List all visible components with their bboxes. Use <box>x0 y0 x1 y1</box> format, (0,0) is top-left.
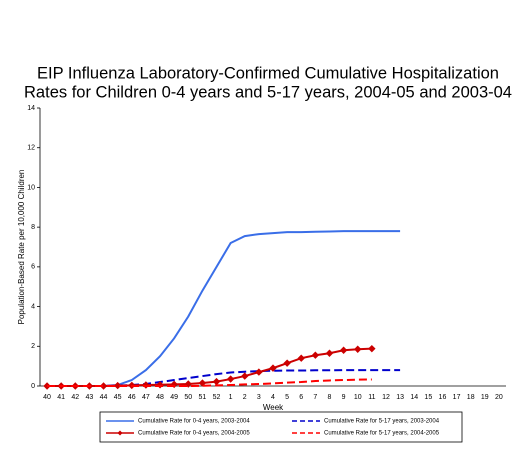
x-tick-label: 52 <box>213 394 221 401</box>
point-marker <box>354 345 362 353</box>
chart-title: Rates for Children 0-4 years and 5-17 ye… <box>24 83 512 101</box>
x-tick-label: 49 <box>170 394 178 401</box>
x-tick-label: 8 <box>328 394 332 401</box>
y-axis-label: Population-Based Rate per 10,000 Childre… <box>17 170 26 325</box>
x-tick-label: 7 <box>313 394 317 401</box>
y-tick-label: 12 <box>27 145 35 152</box>
series-line <box>47 230 401 387</box>
y-tick-label: 8 <box>31 224 35 231</box>
y-tick-label: 10 <box>27 184 35 191</box>
legend-label: Cumulative Rate for 5-17 years, 2003-200… <box>324 419 440 425</box>
y-tick-label: 6 <box>31 264 35 271</box>
point-marker <box>226 375 235 383</box>
x-tick-label: 42 <box>71 394 79 401</box>
point-marker <box>269 364 277 372</box>
x-tick-label: 13 <box>396 394 404 401</box>
x-tick-label: 9 <box>342 394 346 401</box>
y-tick-label: 0 <box>31 383 35 390</box>
x-tick-label: 46 <box>128 394 136 401</box>
point-marker <box>325 349 334 357</box>
y-tick-label: 14 <box>27 105 35 112</box>
point-marker <box>156 381 164 389</box>
point-marker <box>368 344 376 353</box>
point-marker <box>113 381 122 390</box>
x-tick-label: 2 <box>243 394 247 401</box>
x-tick-label: 43 <box>86 394 94 401</box>
legend-box <box>99 411 463 443</box>
x-tick-label: 51 <box>198 394 206 401</box>
chart-title: EIP Influenza Laboratory-Confirmed Cumul… <box>37 64 499 82</box>
series-line <box>47 369 401 387</box>
x-tick-label: 44 <box>100 394 108 401</box>
x-tick-label: 18 <box>467 394 475 401</box>
x-tick-label: 4 <box>271 394 275 401</box>
point-marker <box>311 351 320 359</box>
x-tick-label: 16 <box>439 394 447 401</box>
x-tick-label: 10 <box>354 394 362 401</box>
series-line <box>47 378 372 387</box>
x-tick-label: 47 <box>142 394 150 401</box>
point-marker <box>297 354 305 362</box>
x-tick-label: 45 <box>114 394 122 401</box>
y-tick-label: 2 <box>31 343 35 350</box>
point-marker <box>339 346 348 354</box>
point-marker <box>241 372 249 380</box>
point-marker <box>283 359 291 367</box>
x-tick-label: 14 <box>410 394 418 401</box>
legend-label: Cumulative Rate for 5-17 years, 2004-200… <box>324 431 440 437</box>
x-tick-label: 41 <box>57 394 65 401</box>
x-tick-label: 15 <box>424 394 432 401</box>
x-tick-label: 3 <box>257 394 261 401</box>
point-marker <box>198 379 207 387</box>
x-tick-label: 48 <box>156 394 164 401</box>
legend-label: Cumulative Rate for 0-4 years, 2004-2005 <box>138 431 250 437</box>
x-tick-label: 40 <box>43 394 51 401</box>
x-tick-label: 11 <box>368 394 375 401</box>
point-marker <box>255 368 263 376</box>
legend-label: Cumulative Rate for 0-4 years, 2003-2004 <box>138 419 250 425</box>
x-tick-label: 5 <box>285 394 289 401</box>
y-tick-label: 4 <box>31 303 35 310</box>
x-tick-label: 6 <box>299 394 303 401</box>
x-tick-label: 50 <box>184 394 192 401</box>
x-tick-label: 12 <box>382 394 390 401</box>
point-marker <box>212 377 221 386</box>
x-tick-label: 20 <box>495 394 503 401</box>
x-tick-label: 1 <box>229 394 233 401</box>
x-tick-label: 19 <box>481 394 489 401</box>
legend-marker <box>117 430 123 436</box>
x-tick-label: 17 <box>453 394 461 401</box>
x-axis-label: Week <box>263 403 284 412</box>
